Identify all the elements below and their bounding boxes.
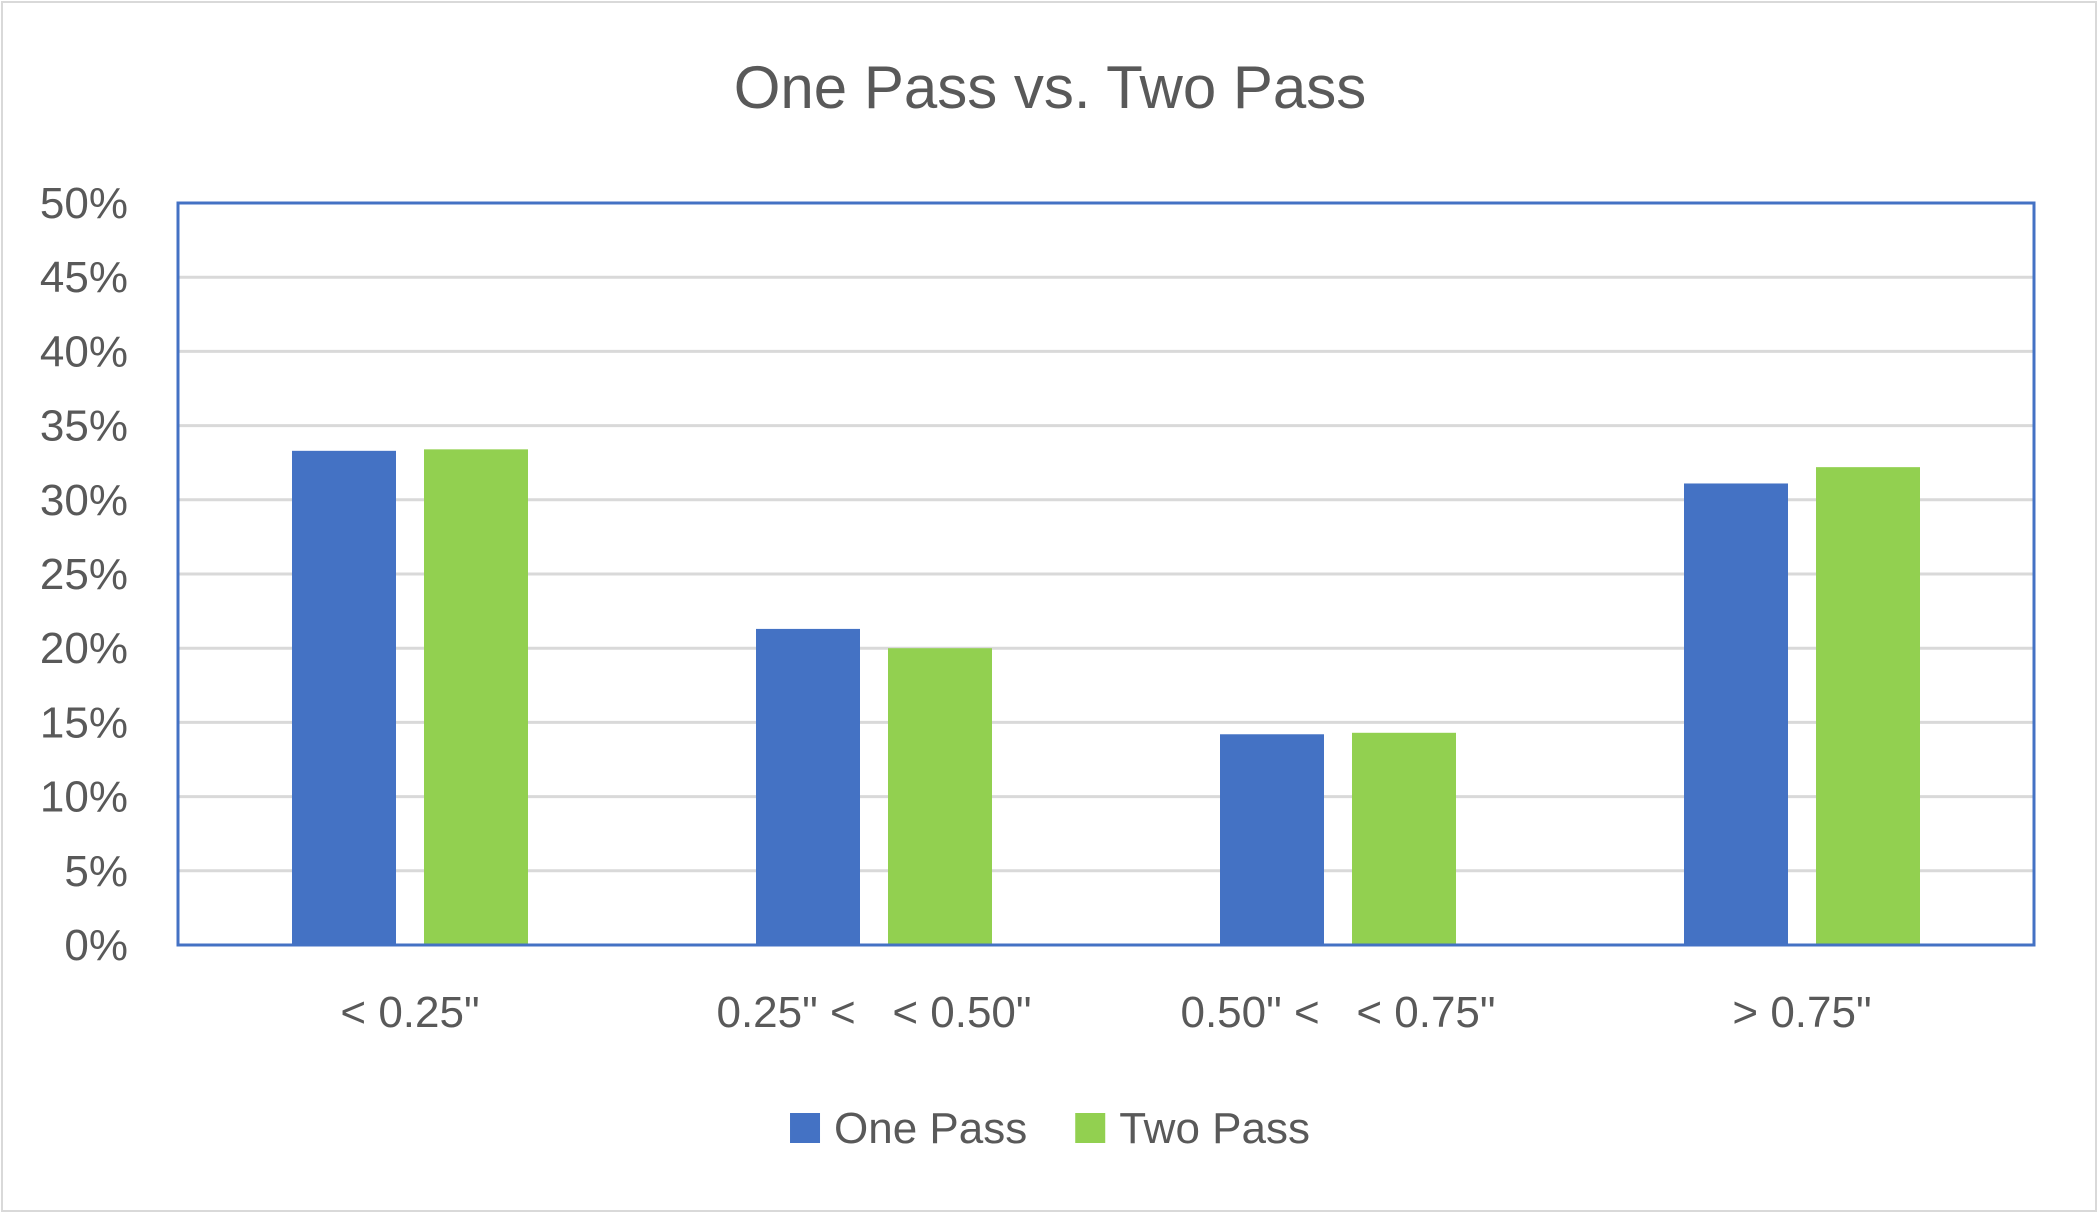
- x-tick-label: > 0.75": [1732, 988, 1871, 1037]
- y-tick-label: 45%: [40, 253, 128, 302]
- y-tick-label: 35%: [40, 402, 128, 451]
- x-axis-tick-labels: < 0.25" 0.25" < < 0.50" 0.50" < < 0.75" > 0…: [340, 988, 1871, 1037]
- y-tick-label: 25%: [40, 550, 128, 599]
- bar-two-pass: [1816, 467, 1920, 945]
- legend-label: Two Pass: [1119, 1104, 1310, 1153]
- legend-label: One Pass: [834, 1104, 1027, 1153]
- bar-two-pass: [888, 648, 992, 945]
- bar-two-pass: [1352, 732, 1456, 945]
- y-axis-tick-labels: 0% 5% 10% 15% 20% 25% 30% 35% 40% 45% 50%: [40, 179, 128, 970]
- y-tick-label: 5%: [64, 847, 128, 896]
- bar-two-pass: [424, 449, 528, 945]
- bar-one-pass: [1220, 734, 1324, 945]
- y-tick-label: 0%: [64, 921, 128, 970]
- x-tick-label: 0.25" < < 0.50": [716, 988, 1031, 1037]
- chart-title: One Pass vs. Two Pass: [734, 54, 1367, 121]
- y-tick-label: 20%: [40, 624, 128, 673]
- legend-swatch: [790, 1113, 821, 1143]
- y-tick-label: 10%: [40, 773, 128, 822]
- bar-one-pass: [756, 628, 860, 945]
- bar-one-pass: [1684, 483, 1788, 945]
- y-tick-label: 40%: [40, 327, 128, 376]
- legend: One Pass Two Pass: [790, 1104, 1310, 1153]
- y-tick-label: 50%: [40, 179, 128, 228]
- y-tick-label: 30%: [40, 476, 128, 525]
- x-tick-label: 0.50" < < 0.75": [1180, 988, 1495, 1037]
- bar-one-pass: [292, 450, 396, 945]
- y-tick-label: 15%: [40, 698, 128, 747]
- legend-swatch: [1075, 1113, 1106, 1143]
- bars: [178, 449, 2034, 947]
- x-tick-label: < 0.25": [340, 988, 479, 1037]
- plot-area-border: [176, 201, 2036, 947]
